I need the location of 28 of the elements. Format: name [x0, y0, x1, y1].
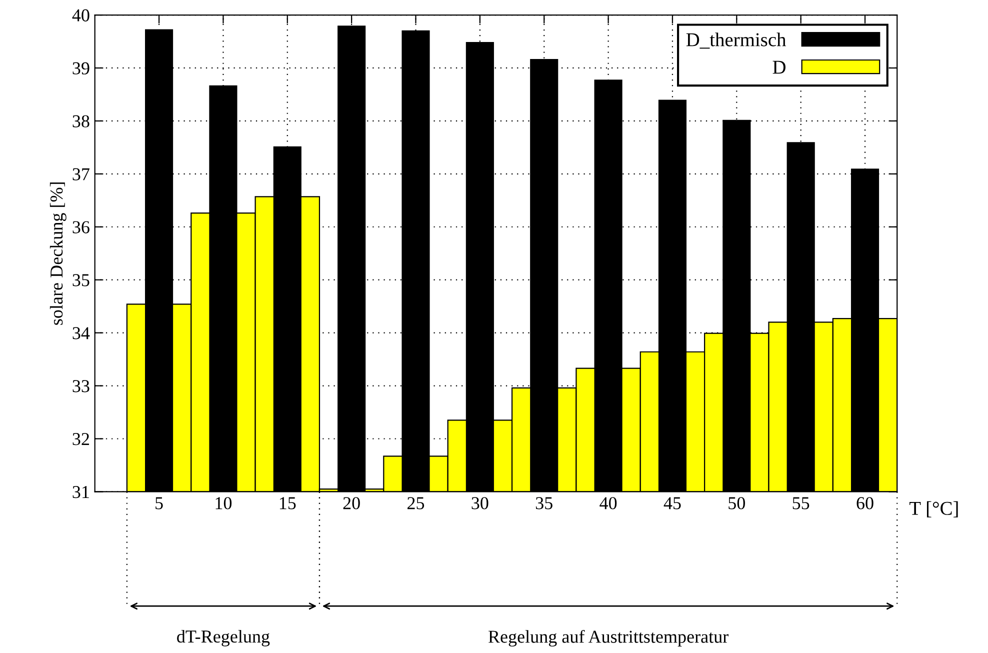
y-tick-label: 33	[72, 380, 90, 392]
y-tick-label: 34	[72, 327, 90, 340]
x-tick-label: 15	[280, 497, 296, 510]
y-axis-title: solare Deckung [%]	[50, 182, 66, 325]
legend-label: D	[772, 60, 786, 74]
x-tick-label: 55	[792, 497, 810, 510]
y-tick-label: 31	[72, 486, 89, 498]
x-tick-label: 40	[600, 497, 617, 510]
y-tick-label: 36	[72, 221, 90, 234]
y-tick-label: 38	[72, 115, 90, 128]
y-tick-label: 37	[72, 168, 90, 180]
x-tick-label: 45	[664, 497, 681, 510]
x-tick-label: 35	[536, 497, 552, 510]
text: dT-Regelung	[177, 630, 270, 646]
y-tick-label: 39	[72, 62, 90, 74]
x-tick-label: 30	[472, 497, 488, 510]
x-axis-title: T [°C]	[909, 501, 958, 518]
x-tick-label: 5	[156, 497, 163, 510]
y-tick-label: 32	[72, 433, 89, 446]
x-tick-label: 10	[216, 497, 232, 510]
legend-label: D_thermisch	[686, 32, 786, 49]
x-tick-label: 50	[728, 497, 745, 510]
text: Regelung auf Austrittstemperatur	[488, 630, 728, 647]
y-tick-label: 35	[72, 274, 90, 286]
x-tick-label: 60	[856, 497, 874, 510]
y-tick-label: 40	[72, 9, 90, 22]
x-tick-label: 20	[343, 497, 360, 510]
x-tick-label: 25	[408, 497, 424, 510]
